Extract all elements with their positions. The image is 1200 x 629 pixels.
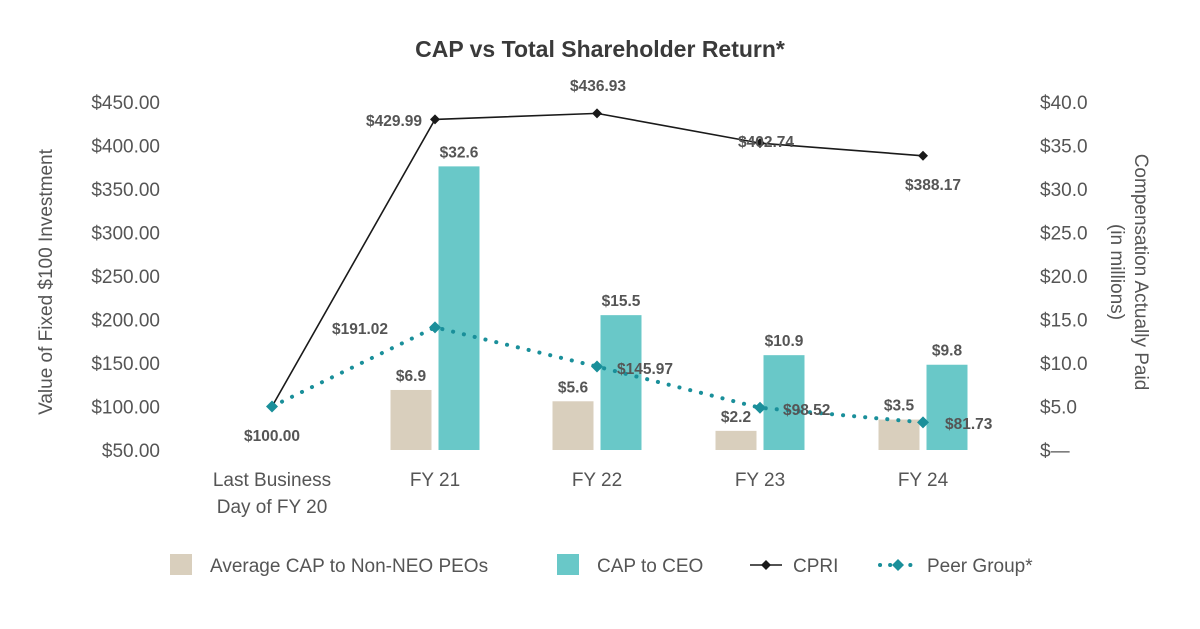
legend-item-cpri: CPRI — [750, 556, 838, 577]
line-label-cpri-fy-21: $429.99 — [366, 113, 422, 130]
bar-average-cap-to-non-neo-peos-fy-22 — [552, 401, 594, 450]
x-tick-label: Day of FY 20 — [217, 497, 328, 518]
point-peer-group-last-business-day-of-fy-20 — [266, 400, 278, 413]
point-peer-group-fy-23 — [754, 401, 766, 414]
legend-label: Average CAP to Non-NEO PEOs — [210, 556, 488, 577]
x-tick-label: Last Business — [213, 470, 331, 491]
legend: Average CAP to Non-NEO PEOs CAP to CEO CPR… — [170, 554, 1033, 577]
left-tick-label: $50.00 — [102, 441, 160, 462]
left-tick-label: $300.00 — [91, 224, 160, 245]
bar-cap-to-ceo-fy-24 — [926, 364, 968, 450]
bar-average-cap-to-non-neo-peos-fy-24 — [878, 419, 920, 450]
x-tick-label: FY 22 — [572, 470, 622, 491]
x-tick-label: FY 21 — [410, 470, 460, 491]
bar-cap-to-ceo-fy-23 — [763, 355, 805, 450]
right-axis-ticks: $40.0 $35.0 $30.0 $25.0 $20.0 $15.0 $10.0 $5.0 $… — [1040, 93, 1088, 462]
legend-item-peer-group: Peer Group* — [878, 556, 1033, 577]
bar-label-cap-to-ceo-fy-22: $15.5 — [602, 293, 641, 310]
right-tick-label: $— — [1040, 441, 1070, 462]
x-tick-label: FY 23 — [735, 470, 785, 491]
chart-title: CAP vs Total Shareholder Return* — [415, 36, 785, 62]
right-tick-label: $40.0 — [1040, 93, 1088, 114]
bar-cap-to-ceo-fy-21 — [438, 166, 480, 450]
left-tick-label: $200.00 — [91, 311, 160, 332]
point-peer-group-fy-21 — [429, 321, 441, 334]
line-label-peer-group-fy-24: $81.73 — [945, 416, 993, 433]
bar-cap-to-ceo-fy-22 — [600, 315, 642, 450]
bar-label-cap-to-ceo-fy-21: $32.6 — [440, 144, 479, 161]
line-label-cpri-fy-23: $402.74 — [738, 134, 794, 151]
bar-label-average-cap-to-non-neo-peos-fy-22: $5.6 — [558, 379, 589, 396]
right-tick-label: $20.0 — [1040, 267, 1088, 288]
right-axis-title: (in millions) — [1106, 224, 1127, 320]
legend-swatch-average-cap-to-non-neo-peos — [170, 554, 192, 575]
data-labels: $6.9 $5.6 $2.2 $3.5 $32.6 $15.5 $10.9 $9.8 $100.… — [244, 78, 993, 445]
left-tick-label: $250.00 — [91, 267, 160, 288]
legend-label: CAP to CEO — [597, 556, 703, 577]
point-cpri-fy-23 — [755, 138, 765, 149]
bar-average-cap-to-non-neo-peos-fy-21 — [390, 389, 432, 450]
left-tick-label: $400.00 — [91, 137, 160, 158]
right-tick-label: $5.0 — [1040, 398, 1077, 419]
point-peer-group-fy-22 — [591, 360, 603, 373]
x-axis-ticks: Last Business Day of FY 20 FY 21 FY 22 FY 23… — [213, 470, 949, 518]
bar-average-cap-to-non-neo-peos-fy-23 — [715, 430, 757, 450]
point-peer-group-fy-24 — [917, 416, 929, 429]
left-tick-label: $100.00 — [91, 398, 160, 419]
left-tick-label: $350.00 — [91, 180, 160, 201]
left-axis-ticks: $450.00 $400.00 $350.00 $300.00 $250.00 $200.… — [91, 93, 160, 462]
right-tick-label: $25.0 — [1040, 224, 1088, 245]
right-tick-label: $30.0 — [1040, 180, 1088, 201]
legend-swatch-cap-to-ceo — [557, 554, 579, 575]
axis-titles: Value of Fixed $100 Investment Compensati… — [36, 148, 1151, 415]
legend-label: CPRI — [793, 556, 838, 577]
bar-label-average-cap-to-non-neo-peos-fy-21: $6.9 — [396, 368, 427, 385]
left-tick-label: $450.00 — [91, 93, 160, 114]
point-cpri-fy-21 — [430, 114, 440, 125]
left-tick-label: $150.00 — [91, 354, 160, 375]
legend-marker-peer-group — [892, 559, 904, 571]
bar-label-average-cap-to-non-neo-peos-fy-23: $2.2 — [721, 409, 751, 426]
bar-label-cap-to-ceo-fy-23: $10.9 — [765, 333, 804, 350]
x-tick-label: FY 24 — [898, 470, 949, 491]
line-peer-group — [270, 325, 925, 425]
right-tick-label: $10.0 — [1040, 354, 1088, 375]
lines — [266, 108, 929, 429]
line-label-peer-group-fy-21: $191.02 — [332, 321, 388, 338]
legend-item-average-cap-to-non-neo-peos: Average CAP to Non-NEO PEOs — [170, 554, 488, 577]
bars — [390, 166, 968, 450]
line-label-cpri-last-business-day-of-fy-20: $100.00 — [244, 428, 300, 445]
right-tick-label: $35.0 — [1040, 137, 1088, 158]
legend-item-cap-to-ceo: CAP to CEO — [557, 554, 703, 577]
legend-marker-cpri — [761, 560, 771, 570]
right-tick-label: $15.0 — [1040, 311, 1088, 332]
line-label-peer-group-fy-22: $145.97 — [617, 361, 673, 378]
bar-label-cap-to-ceo-fy-24: $9.8 — [932, 343, 963, 360]
line-label-cpri-fy-22: $436.93 — [570, 78, 626, 95]
point-cpri-fy-24 — [918, 150, 928, 161]
line-label-cpri-fy-24: $388.17 — [905, 177, 961, 194]
right-axis-title: Compensation Actually Paid — [1130, 154, 1151, 391]
bar-label-average-cap-to-non-neo-peos-fy-24: $3.5 — [884, 398, 915, 415]
point-cpri-fy-22 — [592, 108, 602, 119]
legend-label: Peer Group* — [927, 556, 1033, 577]
left-axis-title: Value of Fixed $100 Investment — [36, 148, 57, 415]
line-label-peer-group-fy-23: $98.52 — [783, 402, 830, 419]
